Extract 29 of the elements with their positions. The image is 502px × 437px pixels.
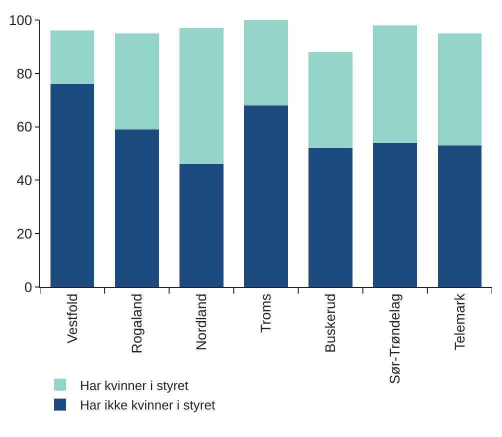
x-tick-label: Sør-Trøndelag xyxy=(386,294,403,384)
bar xyxy=(179,164,224,287)
bar xyxy=(438,33,482,146)
bar xyxy=(438,145,482,287)
x-tick-label: Nordland xyxy=(192,294,209,350)
bar xyxy=(373,25,418,143)
bar xyxy=(114,33,159,130)
bar xyxy=(373,142,418,287)
bar xyxy=(308,52,353,148)
x-tick-label: Vestfold xyxy=(64,294,80,344)
y-tick-label: 0 xyxy=(24,278,32,295)
y-tick-label: 80 xyxy=(16,65,32,82)
bar xyxy=(244,20,288,106)
y-tick-label: 40 xyxy=(16,172,32,188)
legend-label: Har ikke kvinner i styret xyxy=(80,398,216,413)
y-tick-label: 100 xyxy=(8,12,32,28)
bar xyxy=(50,30,94,84)
x-tick-label: Buskerud xyxy=(322,294,338,353)
x-tick-label: Rogaland xyxy=(128,294,144,354)
bar xyxy=(114,129,159,287)
bar xyxy=(50,84,94,287)
bar xyxy=(179,28,224,164)
legend-label: Har kvinner i styret xyxy=(80,378,189,393)
x-tick-label: Troms xyxy=(258,294,274,333)
bar xyxy=(308,148,353,287)
y-tick-label: 60 xyxy=(16,118,32,135)
bar xyxy=(244,105,288,287)
x-tick-label: Telemark xyxy=(451,292,468,350)
y-tick-label: 20 xyxy=(16,226,32,242)
